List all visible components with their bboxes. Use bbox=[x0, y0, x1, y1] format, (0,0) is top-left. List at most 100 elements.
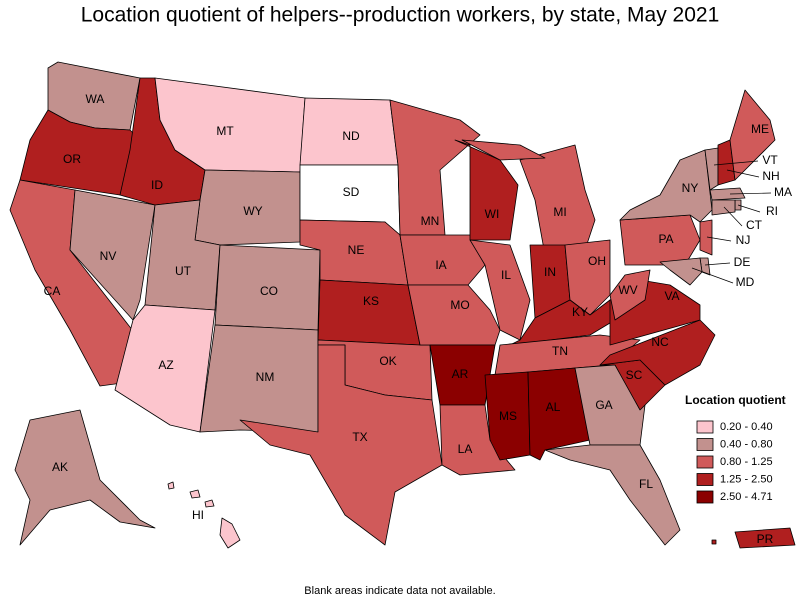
legend-swatch bbox=[696, 473, 714, 486]
legend-swatch bbox=[696, 438, 714, 451]
state bbox=[734, 527, 796, 549]
state-label: WY bbox=[243, 204, 262, 218]
leader-line bbox=[737, 204, 761, 213]
leader-line bbox=[704, 262, 731, 266]
state-label: TN bbox=[552, 344, 568, 358]
state-label: IA bbox=[435, 258, 446, 272]
state-label: MS bbox=[499, 409, 517, 423]
state-label: MO bbox=[450, 298, 469, 312]
state-labels: WA OR CA NV ID MT WY UT AZ CO NM ND SD NE KS OK TX MN IA MO… bbox=[44, 92, 792, 546]
state-label: MI bbox=[553, 205, 566, 219]
state-label: PA bbox=[658, 232, 673, 246]
state bbox=[69, 189, 156, 321]
state-label: ND bbox=[342, 129, 360, 143]
state bbox=[544, 444, 681, 546]
state bbox=[114, 304, 216, 433]
state bbox=[407, 284, 501, 346]
state-label: WV bbox=[618, 283, 637, 297]
map-title: Location quotient of helpers--production… bbox=[81, 4, 720, 27]
state bbox=[709, 187, 746, 201]
state-label: DE bbox=[734, 255, 751, 269]
state-label: SD bbox=[343, 185, 360, 199]
state-label: MT bbox=[216, 124, 234, 138]
state-label: CA bbox=[44, 284, 61, 298]
leader-line bbox=[723, 206, 743, 227]
state bbox=[167, 481, 175, 490]
state-label: NE bbox=[348, 243, 365, 257]
legend-title: Location quotient bbox=[685, 393, 786, 407]
legend-swatch bbox=[696, 420, 714, 434]
state-label: LA bbox=[458, 442, 473, 456]
state bbox=[219, 517, 241, 549]
state-label: AL bbox=[546, 400, 561, 414]
state-label: AZ bbox=[158, 358, 173, 372]
state-label: VT bbox=[762, 153, 778, 167]
state-label: WA bbox=[86, 92, 105, 106]
state-label: IN bbox=[544, 265, 556, 279]
state-label: SC bbox=[626, 368, 643, 382]
leader-line bbox=[706, 236, 732, 242]
legend-swatch bbox=[696, 490, 714, 504]
state bbox=[729, 89, 776, 181]
legend-swatch bbox=[696, 455, 714, 469]
state-label: ME bbox=[751, 122, 769, 136]
state bbox=[317, 279, 421, 346]
state bbox=[711, 199, 736, 216]
state bbox=[599, 319, 716, 386]
state-label: NV bbox=[100, 249, 117, 263]
state-label: WI bbox=[485, 207, 500, 221]
state-label: AK bbox=[52, 460, 68, 474]
state-label: MD bbox=[736, 275, 755, 289]
state bbox=[519, 144, 596, 256]
state-label: NJ bbox=[736, 233, 751, 247]
state bbox=[699, 219, 713, 256]
states bbox=[9, 61, 796, 549]
state-label: FL bbox=[639, 477, 653, 491]
leader-line bbox=[726, 169, 760, 178]
state-label: NY bbox=[682, 181, 699, 195]
state-label: CO bbox=[260, 284, 278, 298]
state-label: OK bbox=[379, 354, 396, 368]
state-label: MA bbox=[774, 185, 792, 199]
leader-line bbox=[729, 192, 772, 195]
state-label: NM bbox=[256, 370, 275, 384]
state-label: VA bbox=[664, 289, 679, 303]
state-label: TX bbox=[352, 430, 367, 444]
state-label: NH bbox=[762, 169, 779, 183]
state bbox=[189, 489, 201, 499]
state-label: CT bbox=[746, 218, 763, 232]
state-label: PR bbox=[757, 532, 774, 546]
state bbox=[609, 269, 651, 321]
state-label: KY bbox=[572, 305, 588, 319]
state-label: OR bbox=[63, 152, 81, 166]
legend-label: 2.50 - 4.71 bbox=[720, 491, 773, 503]
state bbox=[484, 371, 531, 461]
state-label: NC bbox=[651, 335, 669, 349]
state bbox=[439, 404, 516, 476]
leader-line bbox=[691, 267, 734, 284]
legend: 0.20 - 0.40 0.40 - 0.80 0.80 - 1.25 1.25 - … bbox=[696, 420, 773, 504]
state-label: OH bbox=[588, 254, 606, 268]
state bbox=[659, 257, 703, 286]
state-label: UT bbox=[175, 264, 192, 278]
note: Blank areas indicate data not available. bbox=[304, 585, 495, 597]
state-label: KS bbox=[363, 294, 379, 308]
state bbox=[564, 239, 611, 316]
legend-label: 0.20 - 0.40 bbox=[720, 421, 773, 433]
state-label: AR bbox=[452, 367, 469, 381]
state bbox=[239, 344, 443, 546]
legend-label: 1.25 - 2.50 bbox=[720, 473, 773, 485]
state-label: GA bbox=[595, 398, 612, 412]
leader-line bbox=[713, 160, 759, 166]
state-label: HI bbox=[192, 508, 204, 522]
state-label: IL bbox=[501, 268, 511, 282]
state bbox=[399, 234, 486, 286]
legend-label: 0.80 - 1.25 bbox=[720, 456, 773, 468]
legend-label: 0.40 - 0.80 bbox=[720, 438, 773, 450]
state bbox=[14, 409, 156, 546]
state-label: RI bbox=[766, 204, 778, 218]
state-label: ID bbox=[151, 178, 163, 192]
state bbox=[711, 539, 717, 545]
state-label: MN bbox=[421, 214, 440, 228]
